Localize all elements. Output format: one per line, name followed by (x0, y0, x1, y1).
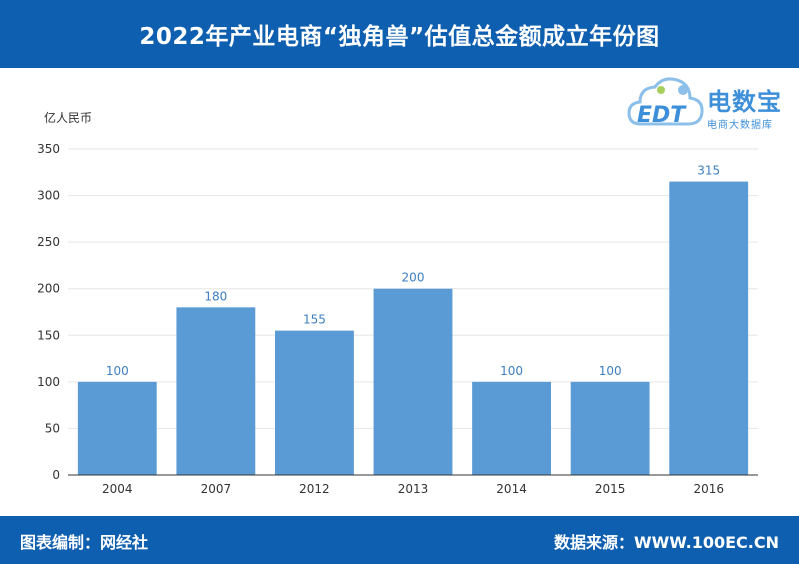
y-tick-label: 250 (37, 235, 60, 249)
x-tick-label-2004: 2004 (102, 482, 133, 496)
y-axis-unit-label: 亿人民币 (44, 110, 92, 125)
data-label-2013: 200 (402, 271, 425, 285)
x-tick-label-2016: 2016 (693, 482, 724, 496)
footer-credit: 图表编制：网经社 (20, 533, 149, 552)
x-tick-label-2013: 2013 (398, 482, 429, 496)
bar-2016 (669, 181, 749, 475)
y-tick-labels: 0 50 100 150 200 250 300 350 (37, 142, 60, 482)
cloud-logo-icon: EDT (627, 77, 704, 128)
bar-2014 (472, 381, 551, 475)
data-label-2016: 315 (697, 164, 720, 178)
y-tick-label: 0 (52, 468, 60, 482)
chart-title: 2022年产业电商“独角兽”估值总金额成立年份图 (139, 24, 660, 50)
x-tick-label-2015: 2015 (595, 482, 626, 496)
bar-2015 (570, 381, 650, 475)
edt-logo: EDT 电数宝 电商大数据库 (627, 72, 792, 134)
x-tick-label-2012: 2012 (299, 482, 330, 496)
x-tick-label-2007: 2007 (201, 482, 232, 496)
bar-2004 (77, 381, 157, 475)
data-label-2014: 100 (500, 364, 523, 378)
data-label-2007: 180 (204, 289, 227, 303)
y-tick-label: 300 (37, 189, 60, 203)
y-tick-label: 50 (45, 421, 60, 435)
bars (77, 181, 749, 475)
logo-mark: EDT (637, 103, 687, 128)
footer-bar: 图表编制：网经社 数据来源：WWW.100EC.CN (0, 516, 799, 564)
data-label-2004: 100 (106, 364, 129, 378)
x-tick-label-2014: 2014 (496, 482, 527, 496)
bar-2013 (373, 288, 453, 475)
data-labels: 100 180 155 200 100 100 315 (106, 164, 720, 378)
chart-title-bar: 2022年产业电商“独角兽”估值总金额成立年份图 (0, 0, 799, 68)
data-label-2012: 155 (303, 313, 326, 327)
y-tick-label: 200 (37, 282, 60, 296)
y-tick-label: 150 (37, 328, 60, 342)
y-tick-label: 100 (37, 375, 60, 389)
logo-main-text: 电数宝 (707, 88, 782, 116)
y-tick-label: 350 (37, 142, 60, 156)
bar-2012 (275, 330, 354, 475)
bar-2007 (176, 307, 256, 475)
footer-source: 数据来源：WWW.100EC.CN (553, 533, 779, 552)
logo-sub-text: 电商大数据库 (707, 120, 773, 131)
x-tick-labels: 2004 2007 2012 2013 2014 2015 2016 (102, 482, 724, 496)
data-label-2015: 100 (599, 364, 622, 378)
